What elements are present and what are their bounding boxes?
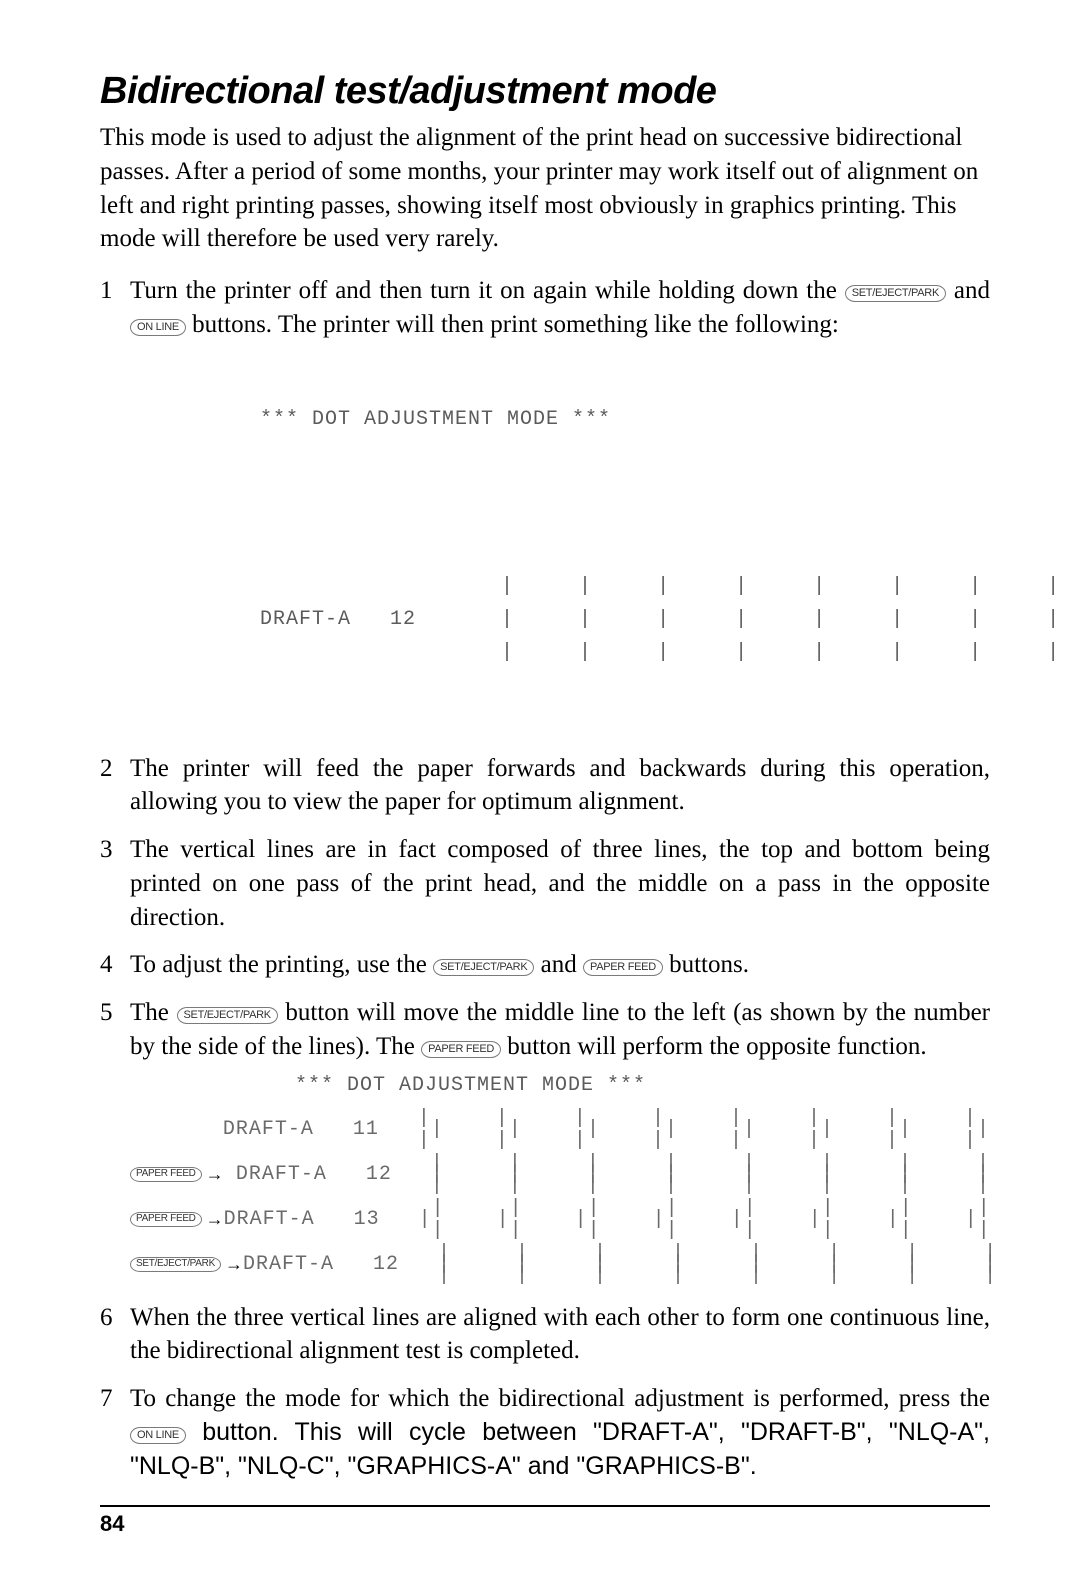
set-eject-park-key: SET/EJECT/PARK <box>845 285 946 302</box>
sample1-label: DRAFT-A 12 <box>260 606 416 633</box>
set-eject-park-key: SET/EJECT/PARK <box>177 1007 278 1024</box>
sample1-ticks: | | | | | | | | | | | | | | | | | | | | … <box>436 559 1060 680</box>
step-4-text-a: To adjust the printing, use the <box>130 951 433 978</box>
sample2-ticks: | | | | | | | | | | | | | | | | | | | | … <box>379 1113 990 1146</box>
on-line-key: ON LINE <box>130 319 186 336</box>
sample2-ticks: | | | | | | | | | | | | | | | | | | | | … <box>392 1158 990 1191</box>
page-number: 84 <box>100 1505 990 1537</box>
sample2-header: *** DOT ADJUSTMENT MODE *** <box>295 1072 990 1099</box>
step-1-text-a: Turn the printer off and then turn it on… <box>130 277 845 304</box>
sample2-ticks: | | | | | | | | | | | | | | | | | | | | … <box>399 1248 997 1281</box>
step-5: The SET/EJECT/PARK button will move the … <box>100 996 990 1281</box>
sample-1: *** DOT ADJUSTMENT MODE *** DRAFT-A 12 |… <box>260 352 990 734</box>
step-7-text-a: To change the mode for which the bidirec… <box>130 1385 990 1412</box>
sample2-row: DRAFT-A 11 | | | | | | | | | | | | | | |… <box>130 1113 990 1146</box>
step-5-text-c: button will perform the opposite functio… <box>501 1033 927 1060</box>
button-key: PAPER FEED <box>130 1212 202 1227</box>
steps-list: Turn the printer off and then turn it on… <box>100 274 990 1483</box>
step-7-text-b: button. This will cycle between "DRAFT-A… <box>130 1418 990 1480</box>
sample2-row-button-label: PAPER FEED → <box>130 1165 236 1183</box>
step-4-text-c: buttons. <box>663 951 749 978</box>
sample2-row: PAPER FEED → DRAFT-A 12 | | | | | | | | | … <box>130 1158 990 1191</box>
sample2-ticks: | | | | | | | | | | | | | | | | | | | | … <box>380 1203 991 1236</box>
arrow-icon: → <box>206 1165 224 1183</box>
sample1-header: *** DOT ADJUSTMENT MODE *** <box>260 406 990 433</box>
arrow-icon: → <box>206 1210 224 1228</box>
step-5-text-a: The <box>130 999 177 1026</box>
sample2-row-button-label: PAPER FEED → <box>130 1210 224 1228</box>
paper-feed-key: PAPER FEED <box>421 1041 501 1058</box>
step-1-text-b: and <box>946 277 990 304</box>
step-1: Turn the printer off and then turn it on… <box>100 274 990 734</box>
sample2-row: SET/EJECT/PARK→DRAFT-A 12 | | | | | | | … <box>130 1248 990 1281</box>
step-4: To adjust the printing, use the SET/EJEC… <box>100 948 990 982</box>
on-line-key: ON LINE <box>130 1427 186 1444</box>
set-eject-park-key: SET/EJECT/PARK <box>433 959 534 976</box>
step-2: The printer will feed the paper forwards… <box>100 752 990 820</box>
button-key: SET/EJECT/PARK <box>130 1257 221 1272</box>
sample-2: *** DOT ADJUSTMENT MODE *** DRAFT-A 11 |… <box>130 1072 990 1281</box>
step-4-text-b: and <box>534 951 583 978</box>
sample2-row-button-label: SET/EJECT/PARK → <box>130 1255 243 1273</box>
sample2-row-label: DRAFT-A 12 <box>236 1161 392 1188</box>
step-7: To change the mode for which the bidirec… <box>100 1382 990 1483</box>
intro-paragraph: This mode is used to adjust the alignmen… <box>100 121 990 256</box>
sample2-row-label: DRAFT-A 13 <box>224 1206 380 1233</box>
paper-feed-key: PAPER FEED <box>583 959 663 976</box>
step-1-text-c: buttons. The printer will then print som… <box>186 311 839 338</box>
sample2-row-label: DRAFT-A 12 <box>243 1251 399 1278</box>
step-3: The vertical lines are in fact composed … <box>100 833 990 934</box>
page-title: Bidirectional test/adjustment mode <box>100 70 990 113</box>
step-6: When the three vertical lines are aligne… <box>100 1301 990 1369</box>
button-key: PAPER FEED <box>130 1167 202 1182</box>
arrow-icon: → <box>225 1255 243 1273</box>
sample2-row: PAPER FEED →DRAFT-A 13 | | | | | | | | | … <box>130 1203 990 1236</box>
sample2-row-label: DRAFT-A 11 <box>223 1116 379 1143</box>
